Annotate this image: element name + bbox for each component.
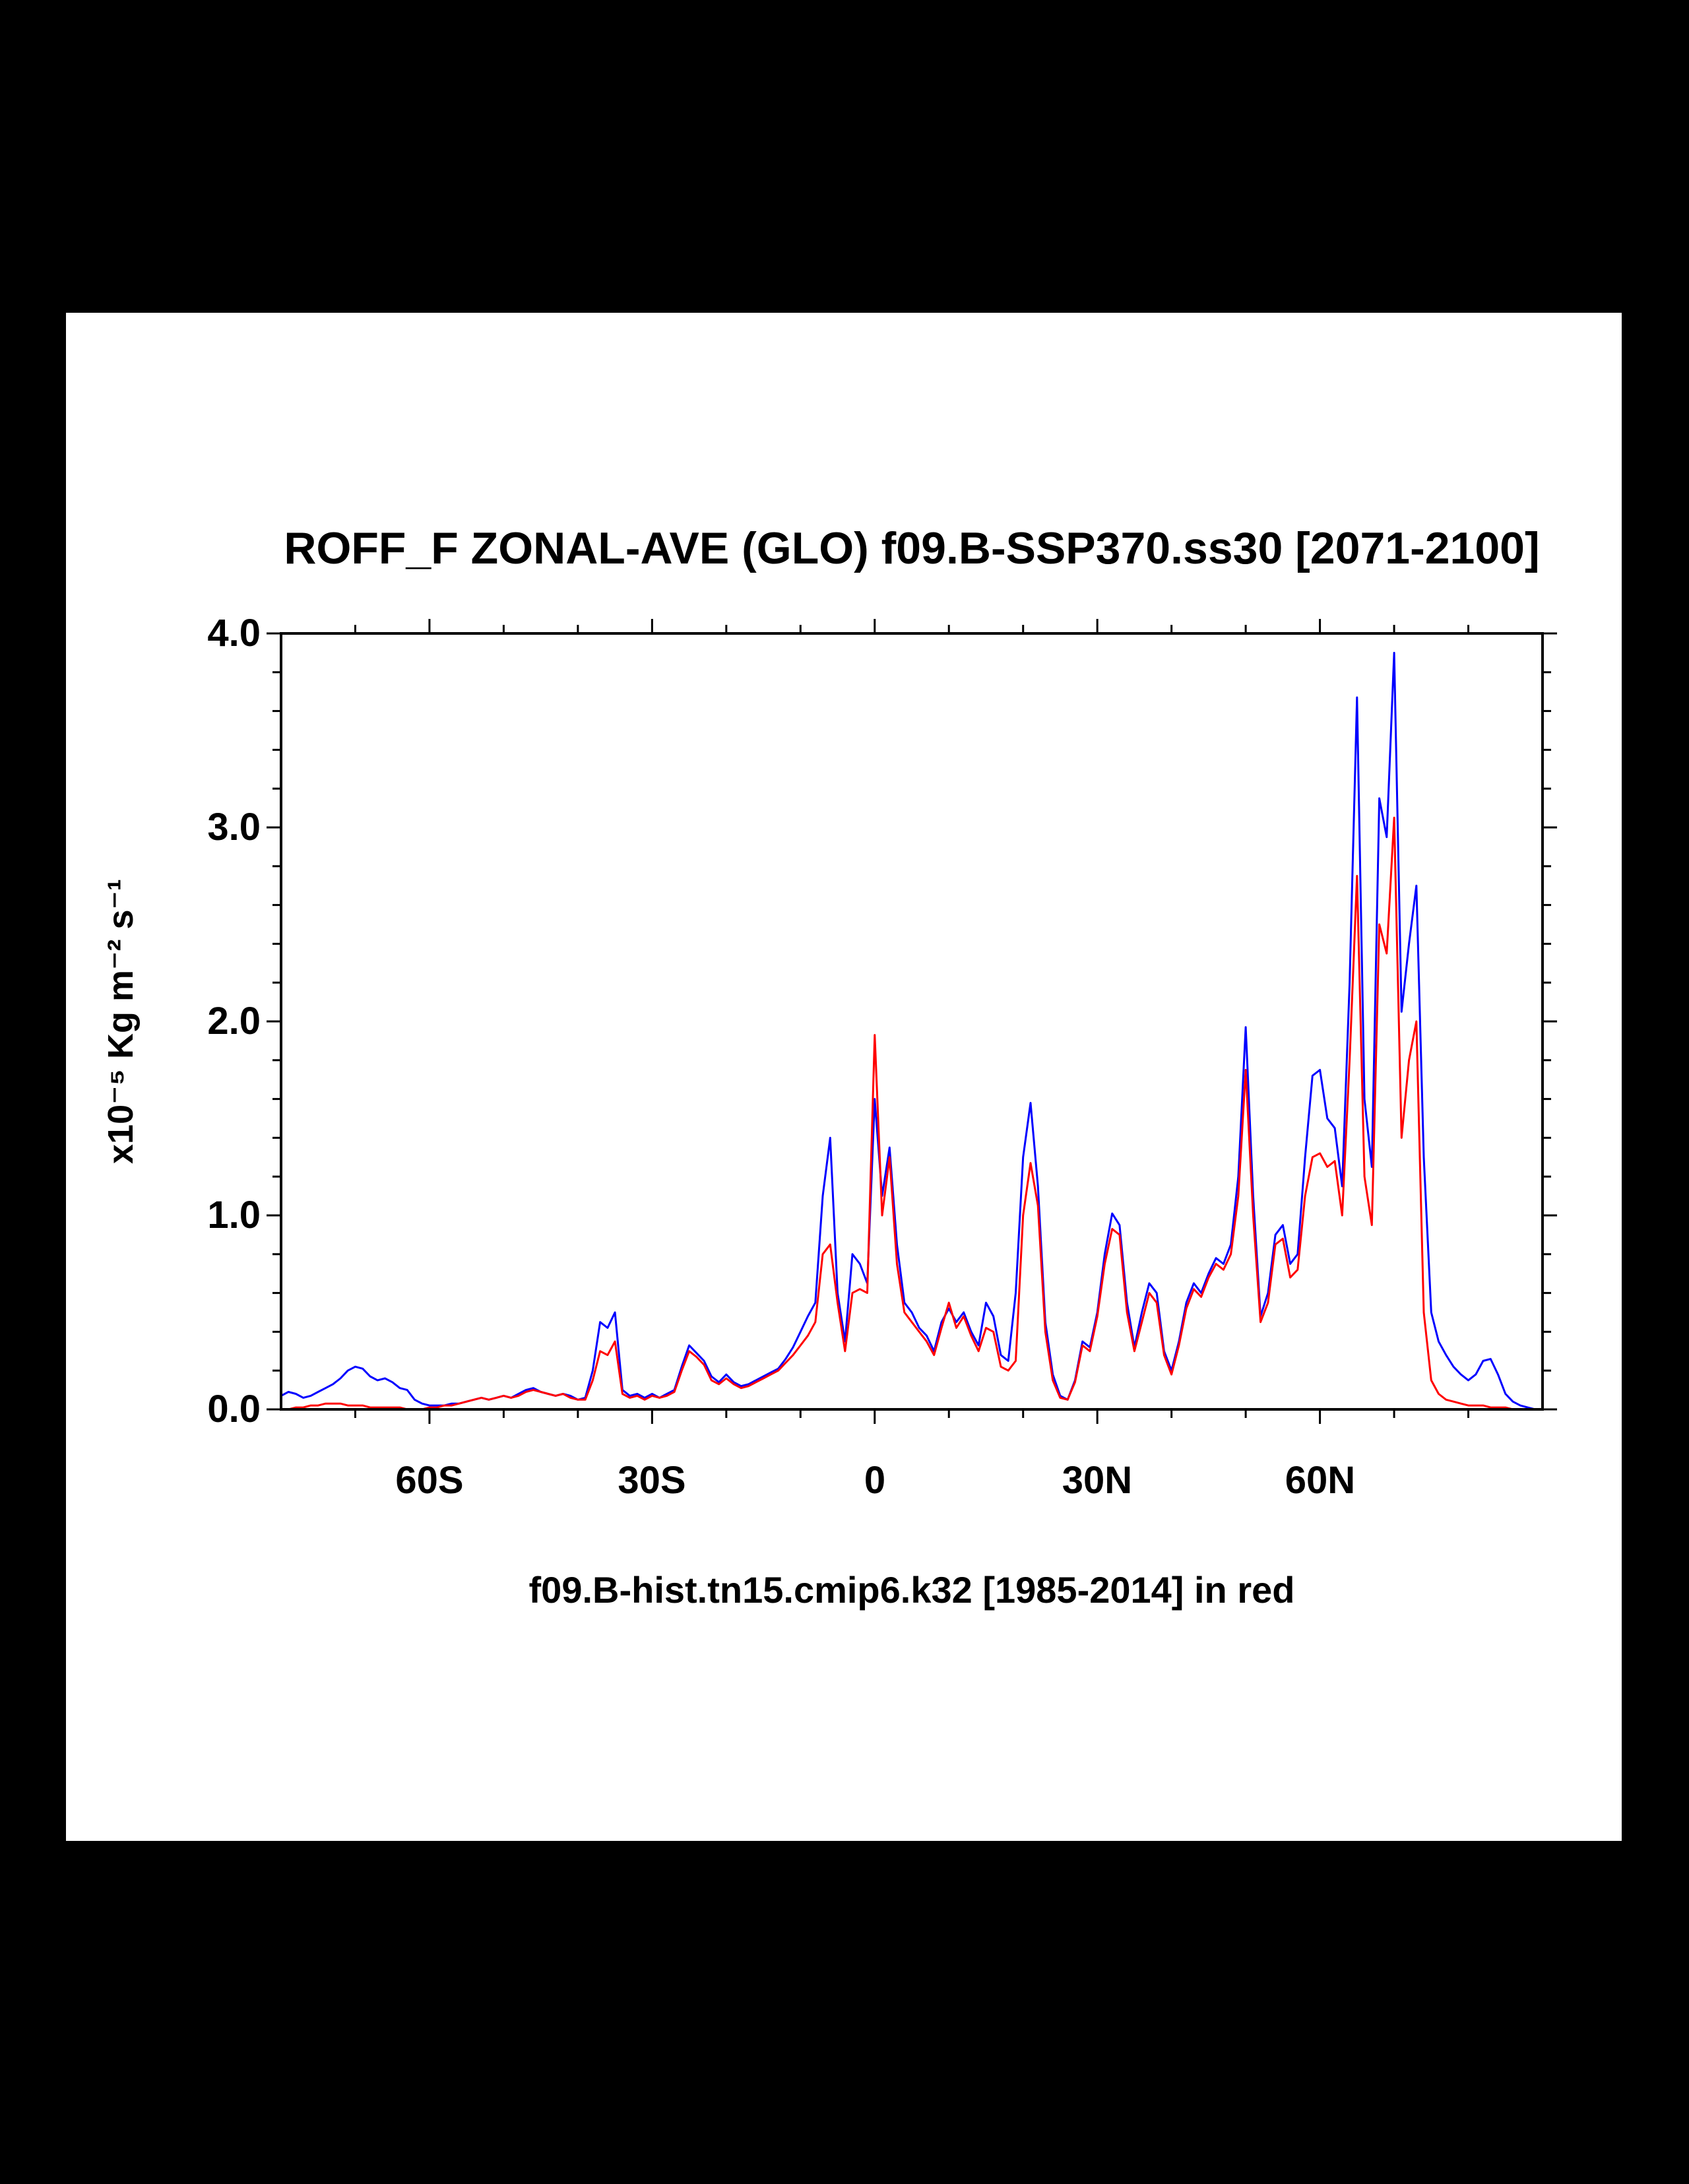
- x-tick-label: 60N: [1285, 1459, 1356, 1502]
- series-line-blue: [280, 651, 1544, 1411]
- x-tick-label: 30S: [618, 1459, 686, 1502]
- plot-frame: [280, 632, 1544, 1411]
- x-tick-label: 30N: [1062, 1459, 1133, 1502]
- y-tick-label: 1.0: [207, 1194, 261, 1237]
- x-tick-label: 0: [864, 1459, 886, 1502]
- series-line-red: [280, 816, 1544, 1411]
- plot-area: [267, 619, 1557, 1424]
- chart-title: ROFF_F ZONAL-AVE (GLO) f09.B-SSP370.ss30…: [284, 523, 1540, 573]
- y-tick-label: 0.0: [207, 1388, 261, 1430]
- x-tick-label: 60S: [395, 1459, 464, 1502]
- y-tick-label: 2.0: [207, 1000, 261, 1043]
- y-tick-label: 4.0: [207, 612, 261, 655]
- chart-subtitle: f09.B-hist.tn15.cmip6.k32 [1985-2014] in…: [528, 1569, 1295, 1611]
- figure-panel: ROFF_F ZONAL-AVE (GLO) f09.B-SSP370.ss30…: [66, 313, 1622, 1841]
- y-tick-label: 3.0: [207, 806, 261, 849]
